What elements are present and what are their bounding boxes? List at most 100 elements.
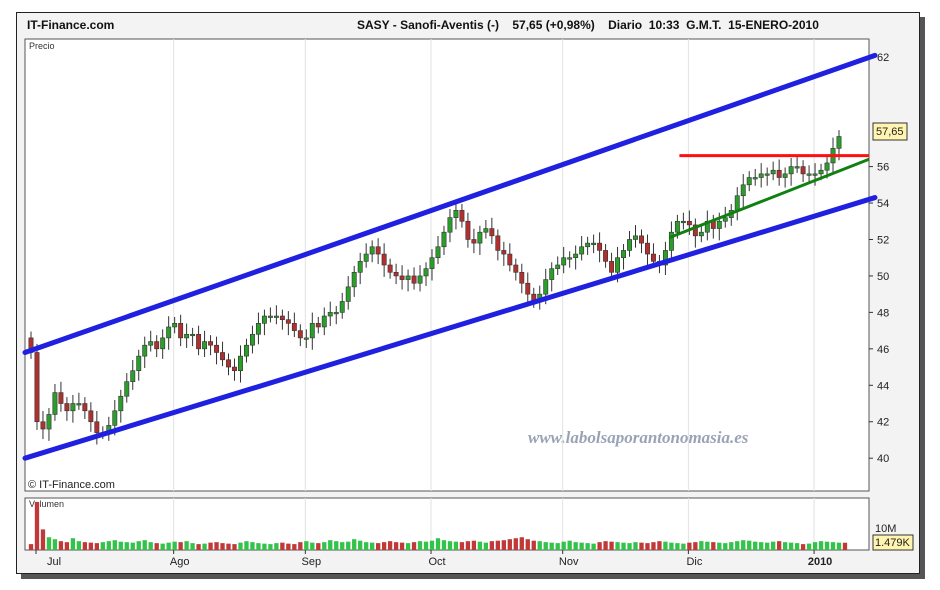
volume-bar — [124, 542, 129, 550]
volume-bar — [322, 542, 327, 550]
volume-bar — [274, 543, 279, 550]
volume-bar — [148, 542, 153, 550]
x-tick-label: Ago — [170, 556, 190, 568]
candle-body — [788, 166, 794, 175]
volume-bar — [627, 543, 632, 550]
copyright-label: © IT-Finance.com — [28, 479, 115, 491]
candle-body — [495, 235, 501, 251]
candle-body — [255, 323, 261, 335]
candle-body — [226, 359, 231, 368]
candle-body — [40, 421, 46, 430]
volume-bar — [244, 541, 249, 550]
candle-body — [142, 344, 148, 357]
volume-badge-box — [872, 534, 914, 551]
y-tick-label: 62 — [877, 52, 889, 64]
y-tick-label: 48 — [877, 307, 889, 319]
last-price-badge: 57,65 — [876, 126, 904, 138]
candle-body — [633, 235, 638, 240]
volume-bar — [549, 542, 554, 550]
candle-body — [345, 286, 351, 302]
volume-bar — [142, 540, 147, 550]
volume-bar — [597, 542, 602, 550]
candle-body — [519, 271, 525, 284]
volume-bar — [782, 542, 788, 550]
candle-body — [136, 355, 142, 372]
volume-bar — [824, 541, 830, 550]
candle-body — [627, 239, 632, 251]
y-tick-label: 46 — [877, 344, 889, 356]
volume-bar — [411, 542, 417, 550]
volume-bar — [453, 541, 459, 550]
candle-body — [405, 275, 411, 280]
candle-body — [381, 253, 387, 266]
volume-bar — [280, 542, 285, 550]
volume-bar — [459, 542, 465, 550]
volume-bar — [711, 542, 716, 550]
candle-body — [423, 268, 429, 277]
volume-bar — [800, 544, 806, 550]
candles — [28, 130, 842, 445]
volume-bar — [268, 544, 273, 550]
volume-bar — [316, 543, 321, 550]
volume-bar — [364, 542, 369, 550]
candle-body — [579, 246, 585, 255]
x-tick-label: Oct — [428, 556, 445, 568]
volume-bar — [788, 542, 794, 550]
candle-body — [339, 301, 345, 313]
volume-bar — [776, 541, 782, 550]
y-tick-label: 42 — [877, 417, 889, 429]
volume-bar — [555, 543, 560, 550]
candle-body — [387, 264, 393, 273]
volume-bar — [495, 540, 500, 550]
channel-upper-line — [22, 52, 878, 355]
candle-body — [124, 381, 130, 397]
volume-bar — [513, 538, 518, 550]
brand-name: IT-Finance.com — [27, 18, 115, 32]
candle-body — [363, 253, 369, 262]
candle-body — [597, 242, 603, 251]
candle-body — [64, 403, 70, 412]
volume-bar — [328, 540, 333, 550]
candle-body — [333, 312, 339, 315]
volume-bar — [675, 543, 680, 550]
volume-bar — [184, 541, 189, 550]
x-tick-label: Jul — [47, 556, 61, 568]
candle-body — [668, 231, 674, 251]
candle-body — [130, 370, 136, 382]
candle-body — [166, 326, 172, 339]
candle-body — [525, 282, 531, 295]
y-tick-label: 40 — [877, 453, 889, 465]
candle-body — [285, 319, 291, 324]
volume-bar — [663, 541, 668, 550]
volume-bar — [806, 543, 812, 550]
candle-body — [573, 253, 579, 259]
volume-bar — [519, 537, 524, 550]
candle-body — [321, 315, 327, 328]
candle-body — [555, 264, 561, 269]
volume-bar — [537, 541, 542, 550]
candle-body — [435, 246, 441, 259]
volume-bar — [34, 501, 40, 550]
volume-bar — [639, 542, 644, 550]
candle-body — [603, 250, 609, 262]
volume-bar — [417, 541, 423, 550]
volume-bar — [292, 544, 297, 550]
period-label: Diario — [608, 18, 643, 32]
candle-body — [549, 268, 555, 280]
price-panel — [24, 38, 870, 492]
candle-body — [716, 220, 722, 229]
candle-body — [208, 341, 214, 346]
candle-body — [369, 246, 375, 255]
candle-body — [214, 344, 219, 353]
candle-body — [776, 169, 782, 178]
volume-bar — [202, 543, 207, 550]
candle-body — [202, 341, 208, 350]
candle-body — [752, 177, 758, 180]
candle-body — [740, 184, 746, 197]
candle-body — [375, 246, 381, 255]
x-tick-label: Dic — [686, 556, 702, 568]
volume-bar — [699, 541, 704, 550]
volume-bar — [352, 539, 357, 550]
candle-body — [291, 323, 297, 331]
candle-body — [800, 166, 806, 175]
